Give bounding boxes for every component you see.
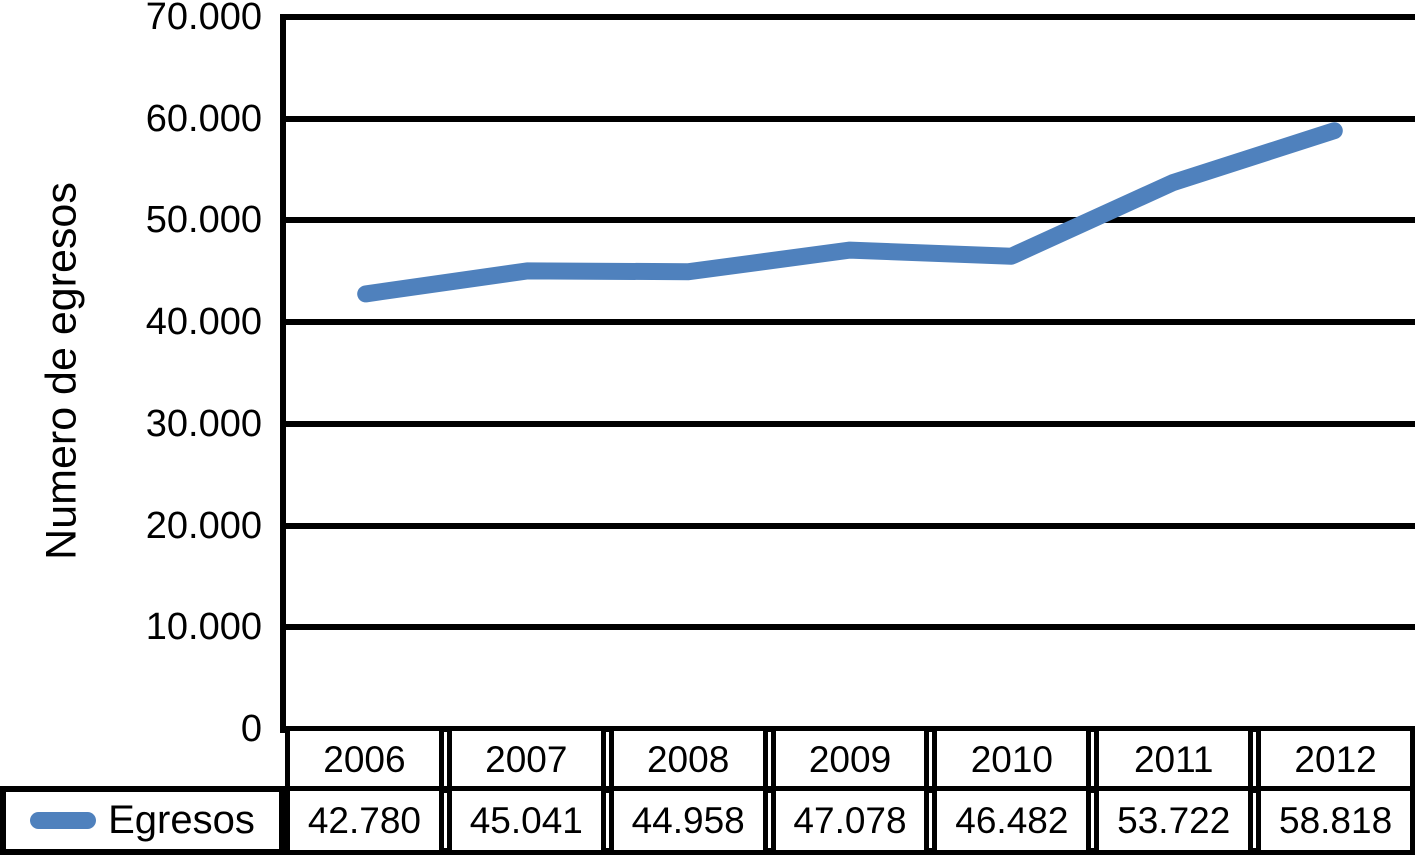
gridline <box>280 522 1415 529</box>
value-cell: 53.722 <box>1094 786 1254 855</box>
y-axis-tick-label: 20.000 <box>145 504 262 547</box>
value-cell: 46.482 <box>932 786 1092 855</box>
year-cell: 2010 <box>932 726 1092 793</box>
gridline <box>280 420 1415 427</box>
gridline <box>280 624 1415 631</box>
year-cell: 2008 <box>608 726 768 793</box>
year-cell: 2007 <box>446 726 606 793</box>
gridline <box>280 115 1415 122</box>
egresos-line-marker-icon <box>30 812 97 829</box>
gridline <box>280 319 1415 326</box>
x-axis-year-row: 2006 2007 2008 2009 2010 2011 2012 <box>285 726 1415 793</box>
value-cell: 45.041 <box>446 786 606 855</box>
gridline <box>280 14 1415 20</box>
value-cell: 44.958 <box>608 786 768 855</box>
year-cell: 2006 <box>285 726 444 793</box>
value-cell: 58.818 <box>1256 786 1415 855</box>
value-cell: 47.078 <box>770 786 930 855</box>
gridline <box>280 217 1415 224</box>
value-cell: 42.780 <box>285 786 444 855</box>
legend-label: Egresos <box>108 798 255 842</box>
y-axis-tick-label: 30.000 <box>145 402 262 445</box>
y-axis-line <box>280 14 286 733</box>
data-table-values-row: 42.780 45.041 44.958 47.078 46.482 53.722 58.8… <box>285 786 1415 855</box>
y-axis-tick-label: 70.000 <box>145 0 262 38</box>
legend-cell: Egresos <box>0 786 285 855</box>
year-cell: 2012 <box>1256 726 1415 793</box>
y-axis-tick-label: 50.000 <box>145 199 262 242</box>
year-cell: 2011 <box>1094 726 1254 793</box>
year-cell: 2009 <box>770 726 930 793</box>
y-axis-tick-label: 60.000 <box>145 97 262 140</box>
y-axis-tick-label: 10.000 <box>145 606 262 649</box>
y-axis-tick-label: 0 <box>240 708 262 750</box>
y-axis-tick-label: 40.000 <box>145 301 262 344</box>
